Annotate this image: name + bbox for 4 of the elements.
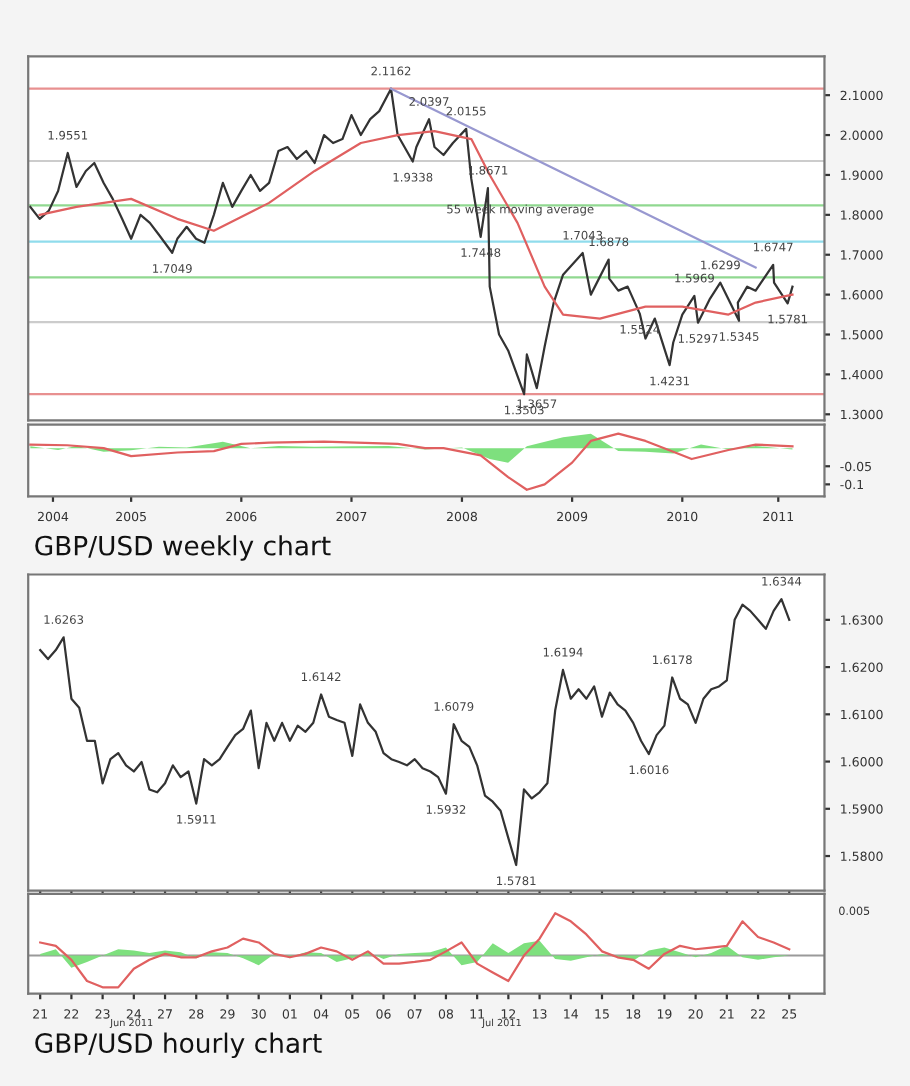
line-series [29,432,794,491]
text: GBP/USD hourly chart [35,1032,322,1059]
text: GBP/USD weekly chart [35,535,331,561]
line-series [39,597,791,867]
